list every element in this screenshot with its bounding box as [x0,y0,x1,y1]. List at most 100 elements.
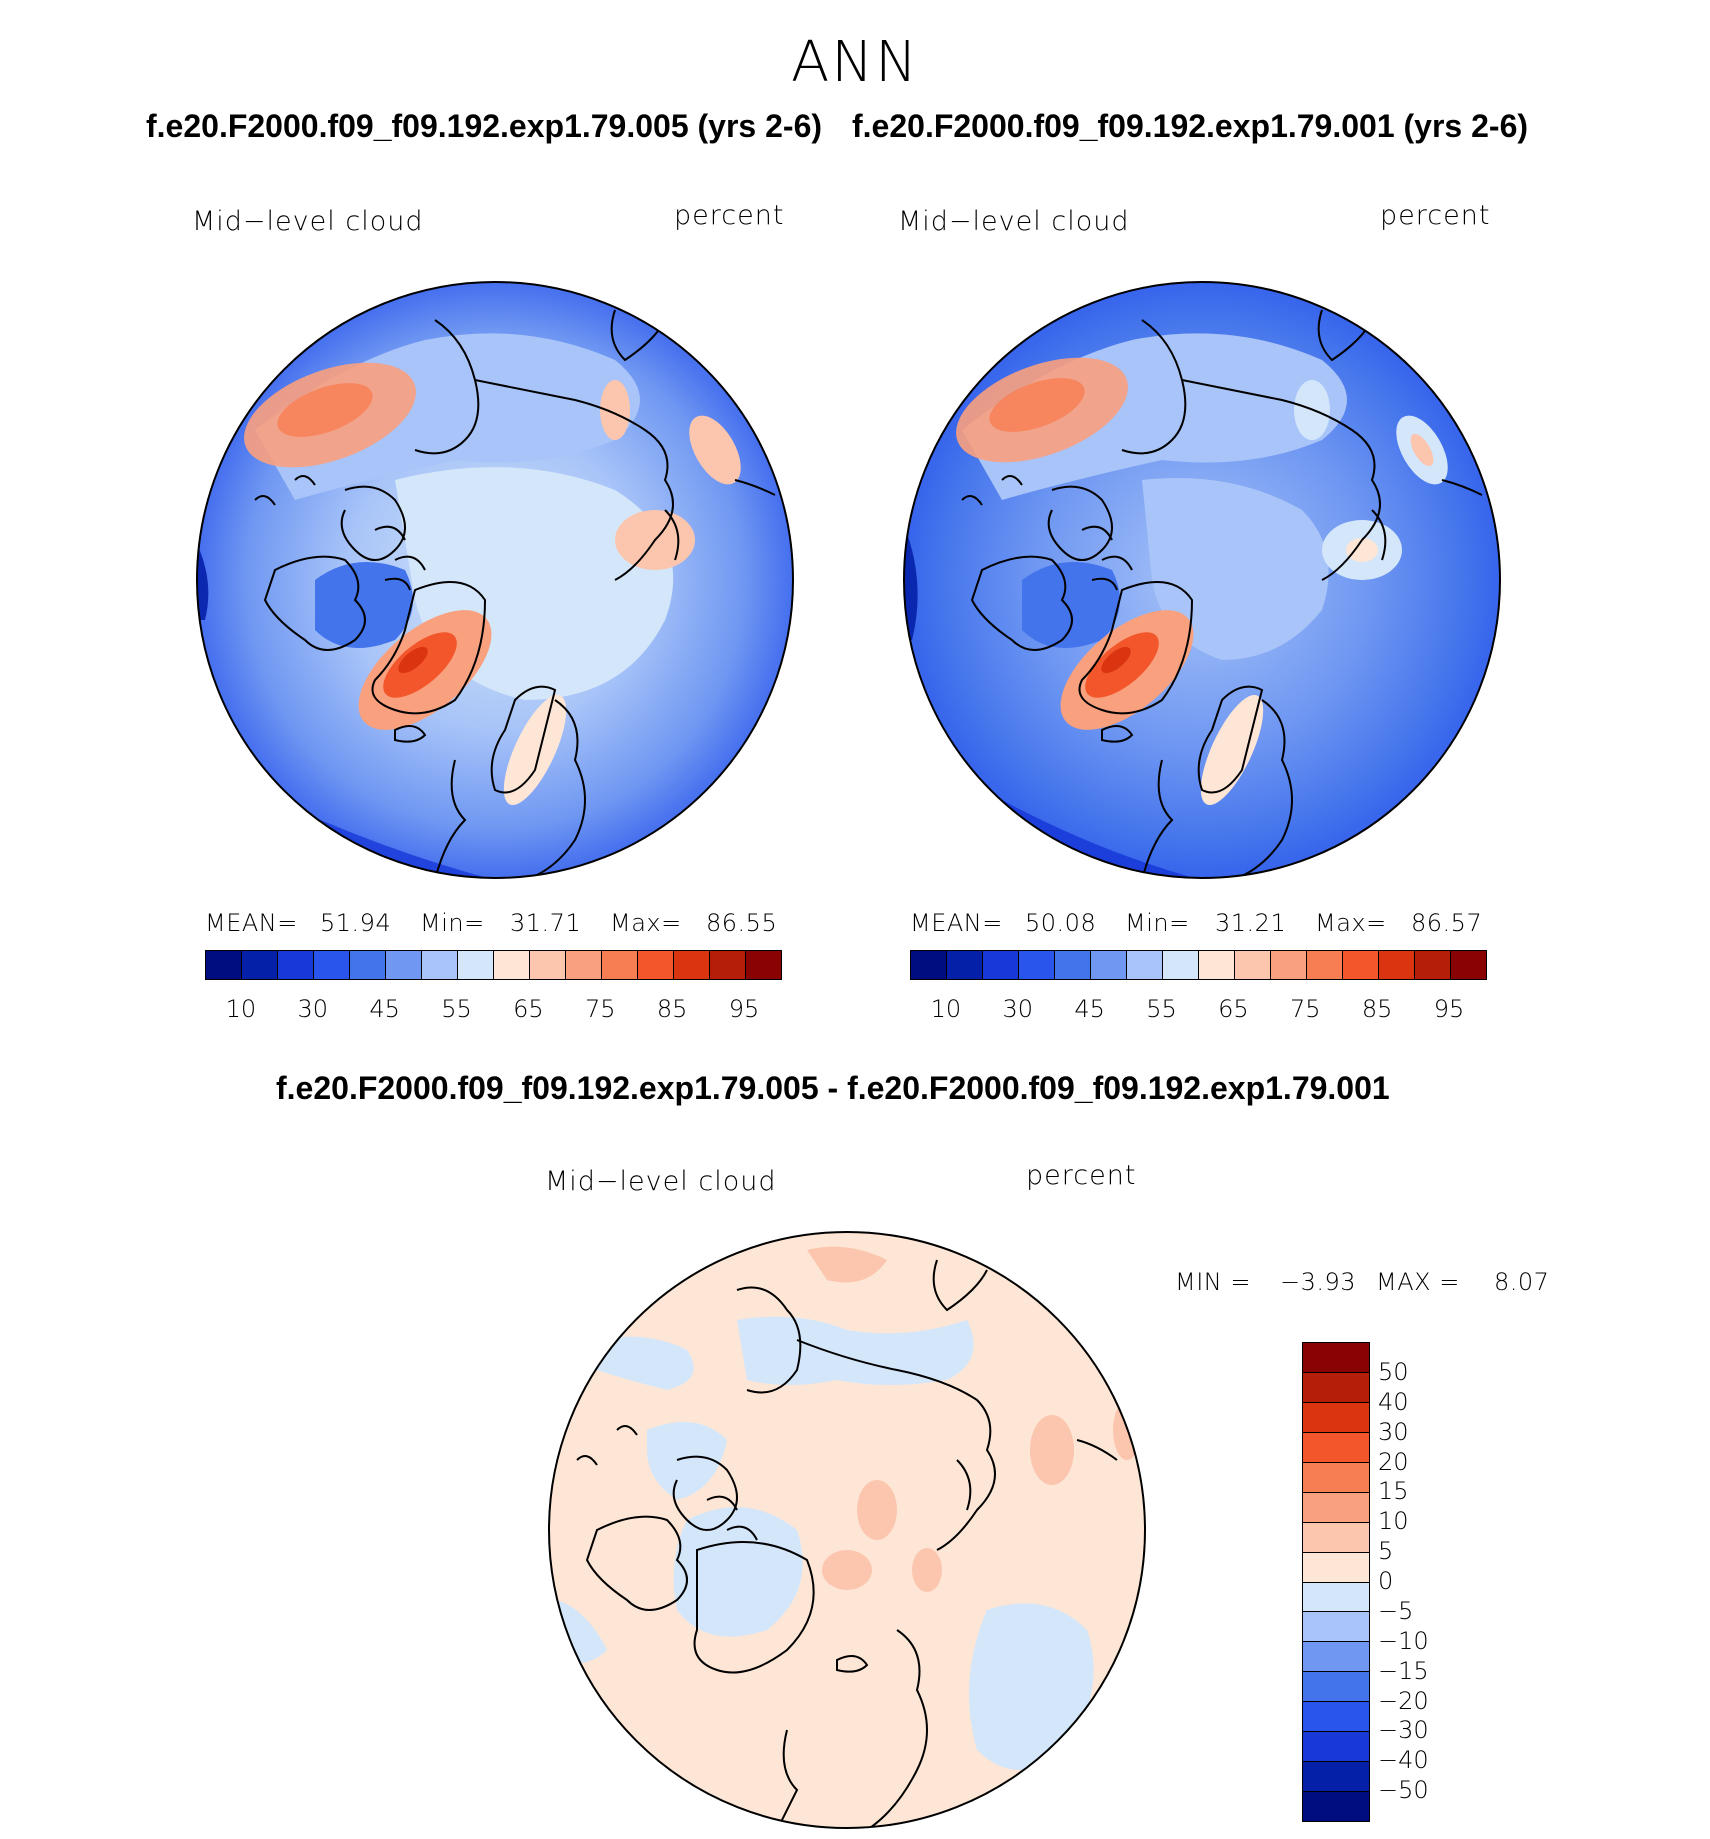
difference-colorbar [1302,1342,1370,1822]
difference-colorbar-swatch [1303,1372,1369,1403]
right-max-label: Max= [1315,909,1387,937]
difference-colorbar-tick-label: −30 [1378,1716,1429,1745]
right-colorbar-swatch [1307,951,1343,979]
left-colorbar-swatch [458,951,494,979]
diff-min-label: MIN = [1175,1268,1251,1296]
difference-colorbar-swatch [1303,1582,1369,1613]
right-colorbar-swatch [1055,951,1091,979]
left-colorbar-swatch [710,951,746,979]
difference-colorbar-tick-label: 40 [1378,1387,1409,1416]
difference-colorbar-swatch [1303,1732,1369,1763]
difference-colorbar-tick-label: −20 [1378,1686,1429,1715]
difference-colorbar-tick-label: −50 [1378,1776,1429,1805]
right-colorbar-swatch [1343,951,1379,979]
right-colorbar-tick-label: 95 [1433,995,1465,1023]
difference-colorbar-tick-label: 15 [1378,1477,1409,1506]
left-colorbar-tick-label: 30 [297,995,329,1023]
right-colorbar-tick-label: 55 [1146,995,1177,1023]
right-mean-label: MEAN= [910,909,1003,937]
right-min-value: 31.21 [1215,909,1287,937]
left-colorbar-swatch [386,951,422,979]
right-min-label: Min= [1125,909,1190,937]
right-units-label: percent [1380,200,1491,231]
diff-max-value: 8.07 [1494,1268,1550,1296]
right-colorbar-swatch [983,951,1019,979]
difference-colorbar-swatch [1303,1612,1369,1643]
right-colorbar-swatch [1127,951,1163,979]
difference-colorbar-swatch [1303,1792,1369,1821]
left-colorbar-tick-label: 55 [441,995,472,1023]
left-colorbar-swatch [602,951,638,979]
difference-colorbar-tick-label: 20 [1378,1447,1409,1476]
right-colorbar-tick-label: 85 [1361,995,1393,1023]
right-colorbar-swatch [1199,951,1235,979]
left-variable-label: Mid−level cloud [192,206,424,237]
difference-title: f.e20.F2000.f09_f09.192.exp1.79.005 - f.… [276,1070,1390,1106]
right-colorbar-swatch [1235,951,1271,979]
left-mean-value: 51.94 [320,909,392,937]
difference-colorbar-swatch [1303,1492,1369,1523]
left-max-value: 86.55 [706,909,778,937]
left-colorbar-tick-label: 65 [513,995,544,1023]
left-max-label: Max= [610,909,682,937]
left-colorbar-swatch [350,951,386,979]
left-colorbar-tick-label: 10 [225,995,257,1023]
difference-colorbar-swatch [1303,1402,1369,1433]
left-colorbar-swatch [638,951,674,979]
right-colorbar-swatch [1379,951,1415,979]
difference-colorbar-tick-label: 50 [1378,1357,1409,1386]
difference-colorbar-swatch [1303,1522,1369,1553]
diff-units-label: percent [1026,1160,1137,1191]
page-title: ANN [790,30,920,95]
right-colorbar-tick-label: 30 [1002,995,1034,1023]
difference-colorbar-tick-label: 10 [1378,1507,1409,1536]
right-polar-map [903,281,1501,879]
left-mean-label: MEAN= [205,909,298,937]
left-colorbar-swatch [242,951,278,979]
diff-max-label: MAX = [1376,1268,1460,1296]
difference-colorbar-swatch [1303,1462,1369,1493]
right-colorbar-swatch [1451,951,1486,979]
left-colorbar-swatch [566,951,602,979]
right-colorbar-tick-label: 10 [930,995,962,1023]
left-colorbar-swatch [494,951,530,979]
right-max-value: 86.57 [1411,909,1483,937]
right-colorbar-swatch [911,951,947,979]
difference-colorbar-tick-label: −5 [1378,1596,1414,1625]
left-polar-map [196,281,794,879]
difference-colorbar-swatch [1303,1762,1369,1793]
left-colorbar [205,950,782,980]
difference-colorbar-swatch [1303,1672,1369,1703]
left-colorbar-swatch [206,951,242,979]
diff-min-value: −3.93 [1280,1268,1357,1296]
difference-colorbar-tick-label: 0 [1378,1567,1394,1595]
left-colorbar-swatch [422,951,458,979]
left-units-label: percent [674,200,785,231]
left-colorbar-tick-label: 75 [585,995,616,1023]
right-colorbar-tick-label: 65 [1218,995,1249,1023]
right-colorbar-swatch [1163,951,1199,979]
diff-variable-label: Mid−level cloud [545,1166,777,1197]
difference-colorbar-swatch [1303,1343,1369,1373]
left-colorbar-swatch [278,951,314,979]
right-colorbar-tick-label: 75 [1290,995,1321,1023]
right-colorbar-swatch [947,951,983,979]
difference-colorbar-tick-label: −15 [1378,1656,1429,1685]
left-colorbar-swatch [314,951,350,979]
right-colorbar-swatch [1019,951,1055,979]
right-colorbar-swatch [1415,951,1451,979]
left-colorbar-tick-label: 95 [728,995,760,1023]
difference-colorbar-swatch [1303,1702,1369,1733]
difference-polar-map [548,1231,1146,1829]
right-case-label: f.e20.F2000.f09_f09.192.exp1.79.001 (yrs… [852,108,1529,144]
difference-colorbar-tick-label: −10 [1378,1626,1429,1655]
difference-colorbar-swatch [1303,1432,1369,1463]
difference-colorbar-tick-label: 5 [1378,1537,1394,1566]
difference-colorbar-tick-label: −40 [1378,1746,1429,1775]
left-case-label: f.e20.F2000.f09_f09.192.exp1.79.005 (yrs… [146,108,823,144]
difference-colorbar-tick-label: 30 [1378,1417,1409,1446]
left-colorbar-tick-label: 85 [656,995,688,1023]
difference-colorbar-swatch [1303,1552,1369,1583]
left-colorbar-tick-label: 45 [369,995,400,1023]
left-colorbar-swatch [530,951,566,979]
